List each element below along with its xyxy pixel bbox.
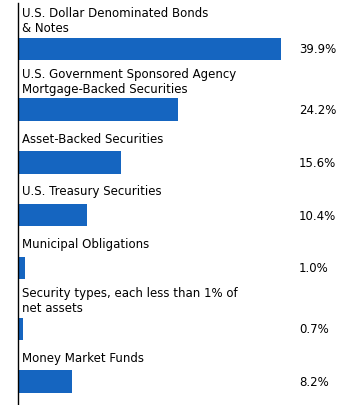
Text: 39.9%: 39.9%: [299, 43, 336, 56]
Text: Municipal Obligations: Municipal Obligations: [22, 237, 149, 251]
Text: 15.6%: 15.6%: [299, 156, 336, 170]
Text: 1.0%: 1.0%: [299, 262, 329, 275]
Text: 0.7%: 0.7%: [299, 322, 329, 336]
Text: Asset-Backed Securities: Asset-Backed Securities: [22, 132, 163, 145]
FancyBboxPatch shape: [18, 371, 72, 393]
Text: 8.2%: 8.2%: [299, 375, 329, 388]
FancyBboxPatch shape: [18, 318, 23, 340]
Text: U.S. Dollar Denominated Bonds
& Notes: U.S. Dollar Denominated Bonds & Notes: [22, 7, 208, 35]
Text: 10.4%: 10.4%: [299, 209, 336, 222]
FancyBboxPatch shape: [18, 99, 178, 122]
FancyBboxPatch shape: [18, 205, 87, 227]
Text: U.S. Treasury Securities: U.S. Treasury Securities: [22, 185, 161, 198]
FancyBboxPatch shape: [18, 257, 24, 279]
FancyBboxPatch shape: [18, 152, 121, 174]
Text: Money Market Funds: Money Market Funds: [22, 351, 144, 364]
Text: Security types, each less than 1% of
net assets: Security types, each less than 1% of net…: [22, 287, 237, 315]
Text: 24.2%: 24.2%: [299, 104, 336, 117]
FancyBboxPatch shape: [18, 38, 282, 61]
Text: U.S. Government Sponsored Agency
Mortgage-Backed Securities: U.S. Government Sponsored Agency Mortgag…: [22, 68, 236, 96]
